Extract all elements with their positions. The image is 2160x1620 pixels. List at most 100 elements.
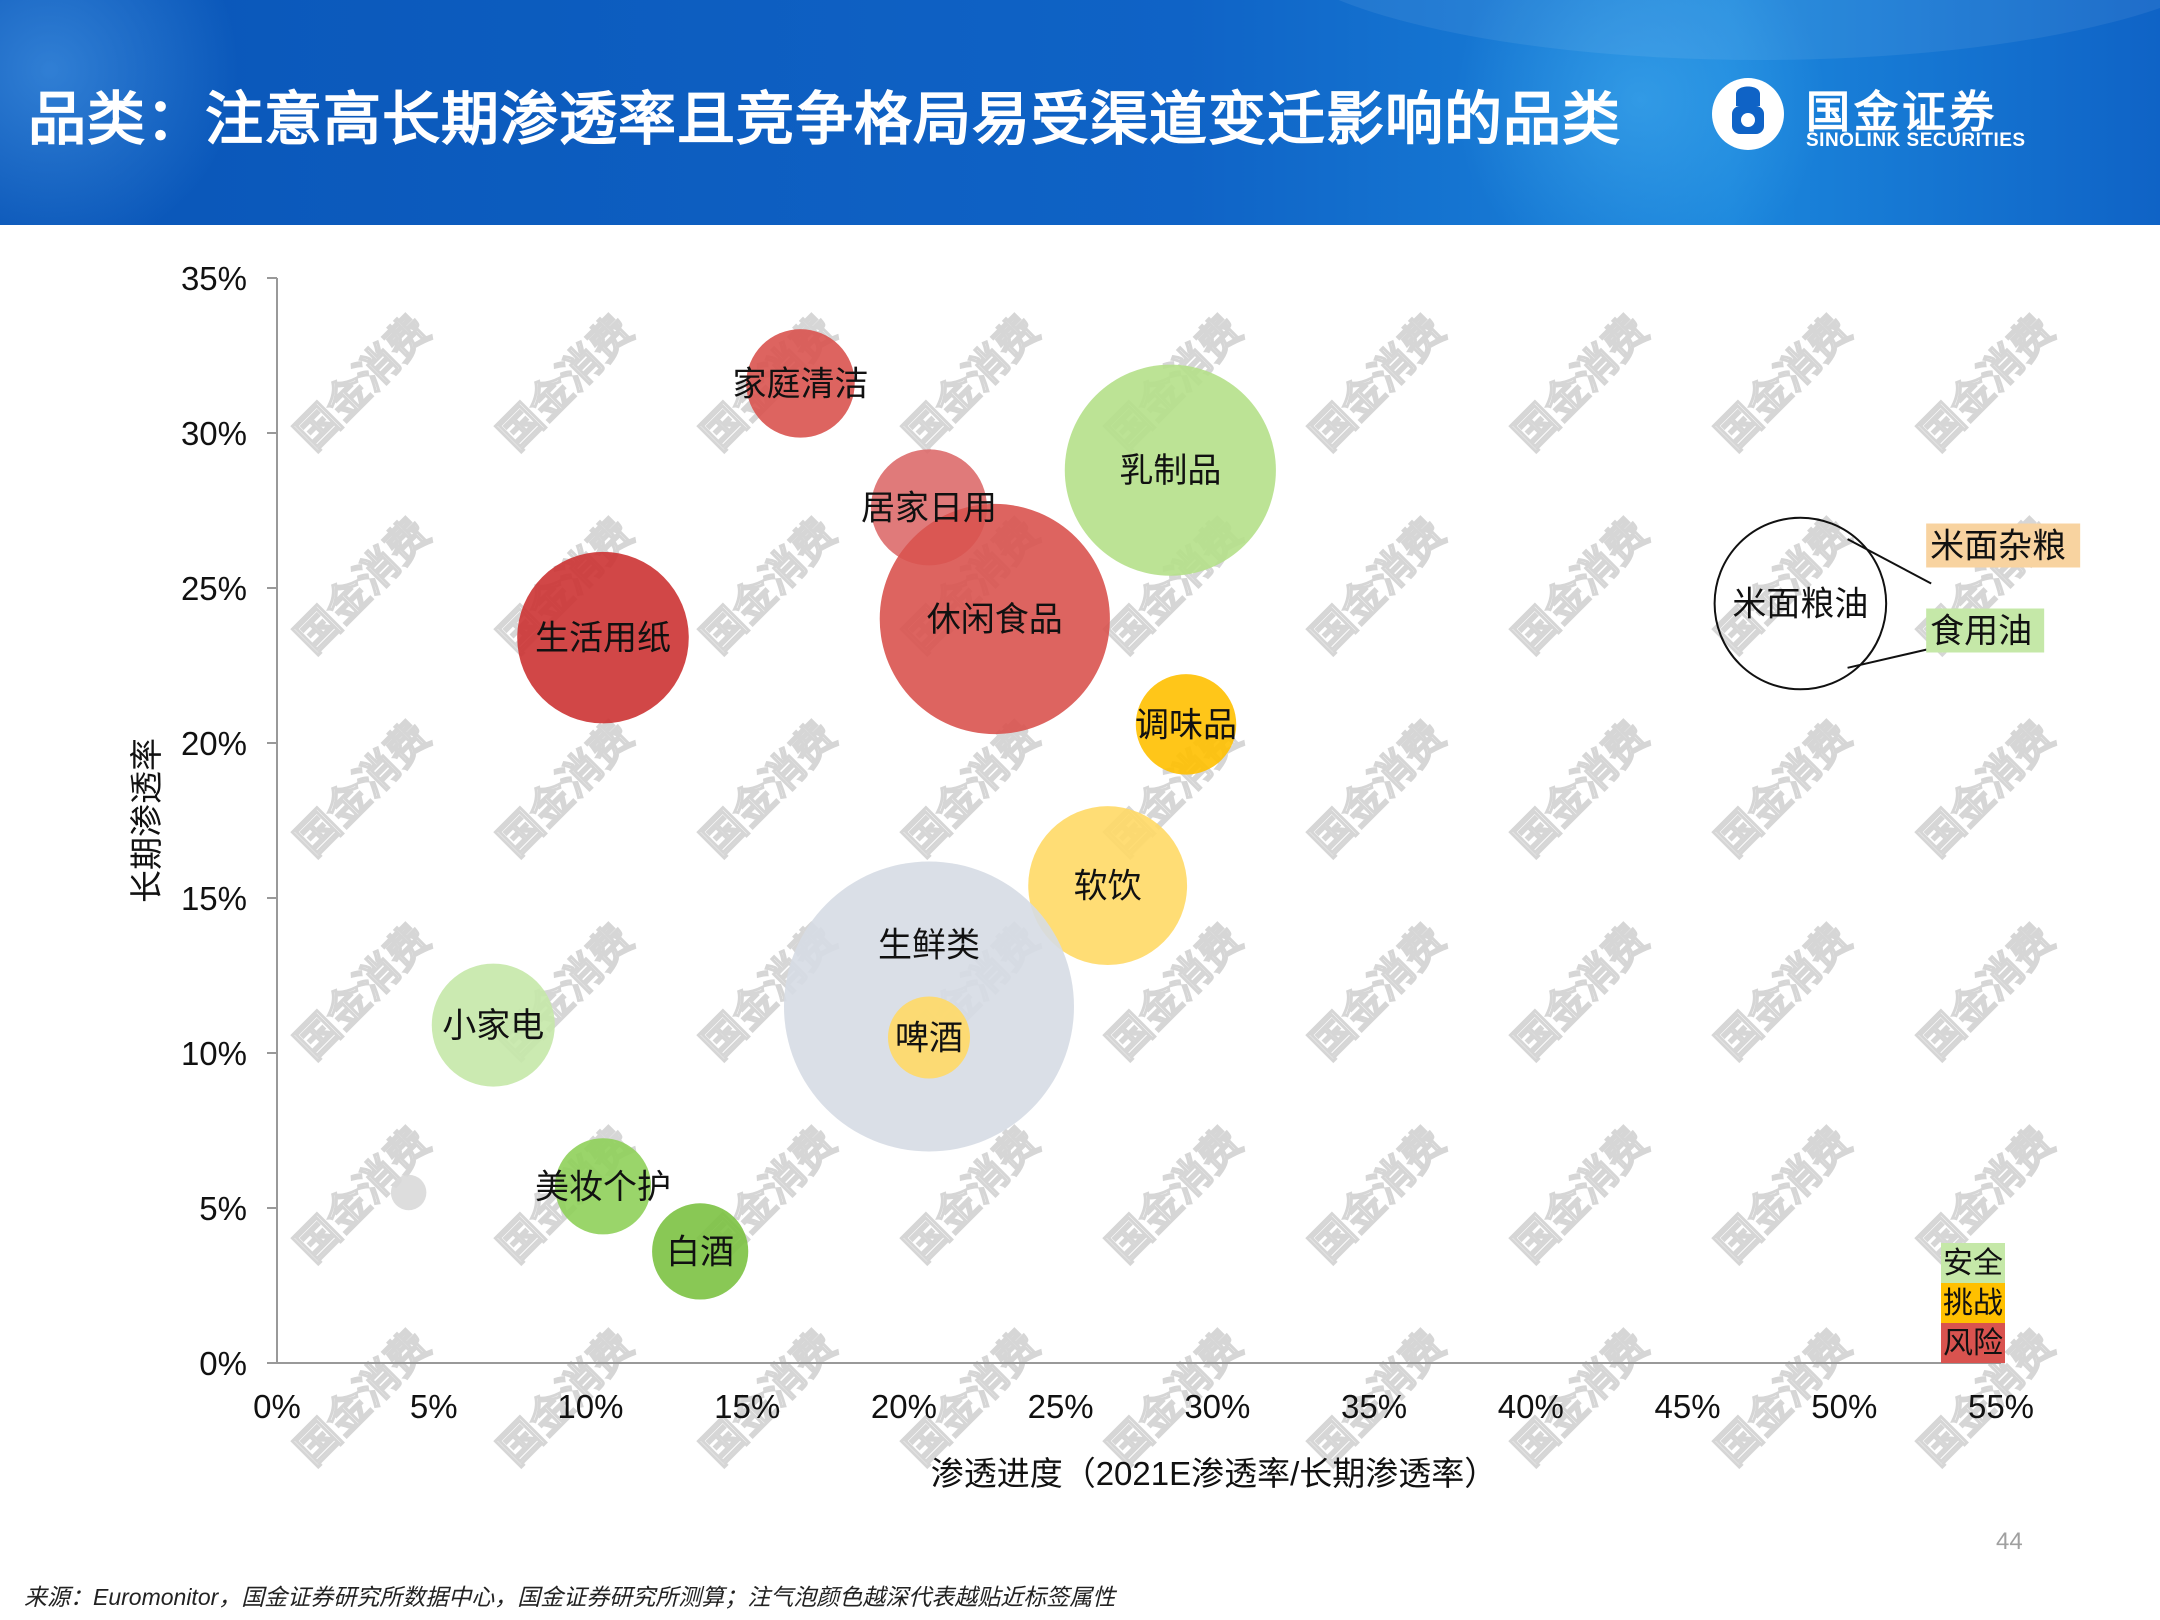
y-tick-label: 5% <box>199 1190 247 1227</box>
bubble <box>652 1203 749 1300</box>
watermark-text: 国金消费 <box>693 510 845 662</box>
watermark-text: 国金消费 <box>1708 307 1860 459</box>
legend-label: 安全 <box>1943 1247 2003 1280</box>
watermark-text: 国金消费 <box>1505 1119 1657 1271</box>
y-tick-label: 20% <box>181 725 247 762</box>
watermark-text: 国金消费 <box>1302 307 1454 459</box>
legend-swatch <box>1941 1243 2005 1283</box>
x-axis-title: 渗透进度（2021E渗透率/长期渗透率） <box>931 1455 1498 1492</box>
bubble <box>887 996 970 1079</box>
watermark-text: 国金消费 <box>490 307 642 459</box>
callout-leader <box>1847 647 1932 669</box>
brand-name-cn: 国金证券 <box>1806 88 1998 137</box>
callout-box <box>1926 608 2045 653</box>
bubble-label: 啤酒 <box>895 1020 963 1058</box>
callout-leader <box>1847 538 1932 585</box>
x-tick-label: 15% <box>714 1388 780 1425</box>
sinolink-logo-icon <box>1712 78 1784 150</box>
bubble <box>431 963 555 1087</box>
bubble <box>1064 364 1276 576</box>
bubble <box>1713 516 1888 691</box>
callout-label: 米面杂粮 <box>1930 528 2066 566</box>
watermark-text: 国金消费 <box>896 307 1048 459</box>
watermark-text: 国金消费 <box>1911 916 2063 1068</box>
bubble-label: 美妆个护 <box>535 1168 671 1206</box>
callout-box <box>1926 523 2081 568</box>
bubble <box>1135 674 1237 775</box>
legend-swatch <box>1941 1323 2005 1363</box>
banner-glow <box>1260 0 2160 60</box>
x-tick-label: 55% <box>1968 1388 2034 1425</box>
x-tick-label: 20% <box>871 1388 937 1425</box>
watermark-text: 国金消费 <box>896 713 1048 865</box>
page-title: 品类：注意高长期渗透率且竞争格局易受渠道变迁影响的品类 <box>28 87 1622 152</box>
bubble-label: 白酒 <box>666 1233 734 1271</box>
x-tick-label: 40% <box>1498 1388 1564 1425</box>
watermark-text: 国金消费 <box>1708 713 1860 865</box>
brand-name-en: SINOLINK SECURITIES <box>1806 130 2026 151</box>
watermark-text: 国金消费 <box>1708 1119 1860 1271</box>
watermark-text: 国金消费 <box>287 916 439 1068</box>
header-banner: 品类：注意高长期渗透率且竞争格局易受渠道变迁影响的品类 国金证券 SINOLIN… <box>0 0 2160 225</box>
callout-label: 食用油 <box>1930 613 2032 651</box>
watermark-text: 国金消费 <box>1911 307 2063 459</box>
y-tick-label: 25% <box>181 570 247 607</box>
y-tick-label: 15% <box>181 880 247 917</box>
bubble-label: 调味品 <box>1135 706 1237 744</box>
bubble-label: 生鲜类 <box>878 927 980 965</box>
bubble-label: 居家日用 <box>861 489 997 527</box>
x-tick-label: 25% <box>1028 1388 1094 1425</box>
watermark-text: 国金消费 <box>1505 510 1657 662</box>
legend-label: 风险 <box>1943 1327 2003 1360</box>
y-tick-label: 0% <box>199 1345 247 1382</box>
y-axis-title: 长期渗透率 <box>128 738 165 903</box>
x-tick-label: 45% <box>1655 1388 1721 1425</box>
legend-swatch <box>1941 1283 2005 1323</box>
bubble-label: 软饮 <box>1074 868 1142 906</box>
x-tick-label: 0% <box>253 1388 301 1425</box>
y-tick-label: 10% <box>181 1035 247 1072</box>
axes: 0% 5% 10% 15% 20% 25% 30% 35% 0% 5% 10% 15% 20% 25% 30… <box>181 260 2034 1425</box>
watermark-text: 国金消费 <box>1505 307 1657 459</box>
watermark-text: 国金消费 <box>1302 1119 1454 1271</box>
x-tick-label: 10% <box>557 1388 623 1425</box>
x-tick-label: 30% <box>1184 1388 1250 1425</box>
bubble <box>554 1138 652 1235</box>
watermark-text: 国金消费 <box>287 713 439 865</box>
bubble <box>517 551 689 724</box>
bubble <box>879 503 1110 735</box>
watermark-text: 国金消费 <box>1302 916 1454 1068</box>
bubble <box>746 329 855 438</box>
bubble-label: 小家电 <box>442 1007 544 1045</box>
legend-label: 挑战 <box>1943 1287 2003 1320</box>
bubble-label: 乳制品 <box>1119 452 1221 490</box>
watermark-text: 国金消费 <box>1505 916 1657 1068</box>
bubble-label: 生活用纸 <box>535 620 671 658</box>
watermark-text: 国金消费 <box>1505 713 1657 865</box>
y-tick-label: 30% <box>181 415 247 452</box>
watermark-text: 国金消费 <box>287 510 439 662</box>
watermark-text: 国金消费 <box>693 713 845 865</box>
bubble-layer <box>390 329 1888 1300</box>
watermark-text: 国金消费 <box>1302 510 1454 662</box>
x-tick-label: 35% <box>1341 1388 1407 1425</box>
source-note: 来源：Euromonitor，国金证券研究所数据中心，国金证券研究所测算；注气泡… <box>24 1584 1116 1610</box>
y-tick-label: 35% <box>181 260 247 297</box>
watermark-text: 国金消费 <box>1099 1119 1251 1271</box>
x-tick-label: 5% <box>410 1388 458 1425</box>
watermark-text: 国金消费 <box>1911 713 2063 865</box>
watermark-text: 国金消费 <box>1708 916 1860 1068</box>
watermark-text: 国金消费 <box>490 713 642 865</box>
watermark-text: 国金消费 <box>1302 713 1454 865</box>
bubble-label: 家庭清洁 <box>732 365 868 403</box>
page-number: 44 <box>1996 1528 2023 1555</box>
x-tick-label: 50% <box>1811 1388 1877 1425</box>
bubble <box>390 1174 427 1211</box>
bubble <box>1028 806 1188 966</box>
bubble-label: 米面粮油 <box>1732 586 1868 624</box>
watermark-text: 国金消费 <box>287 307 439 459</box>
